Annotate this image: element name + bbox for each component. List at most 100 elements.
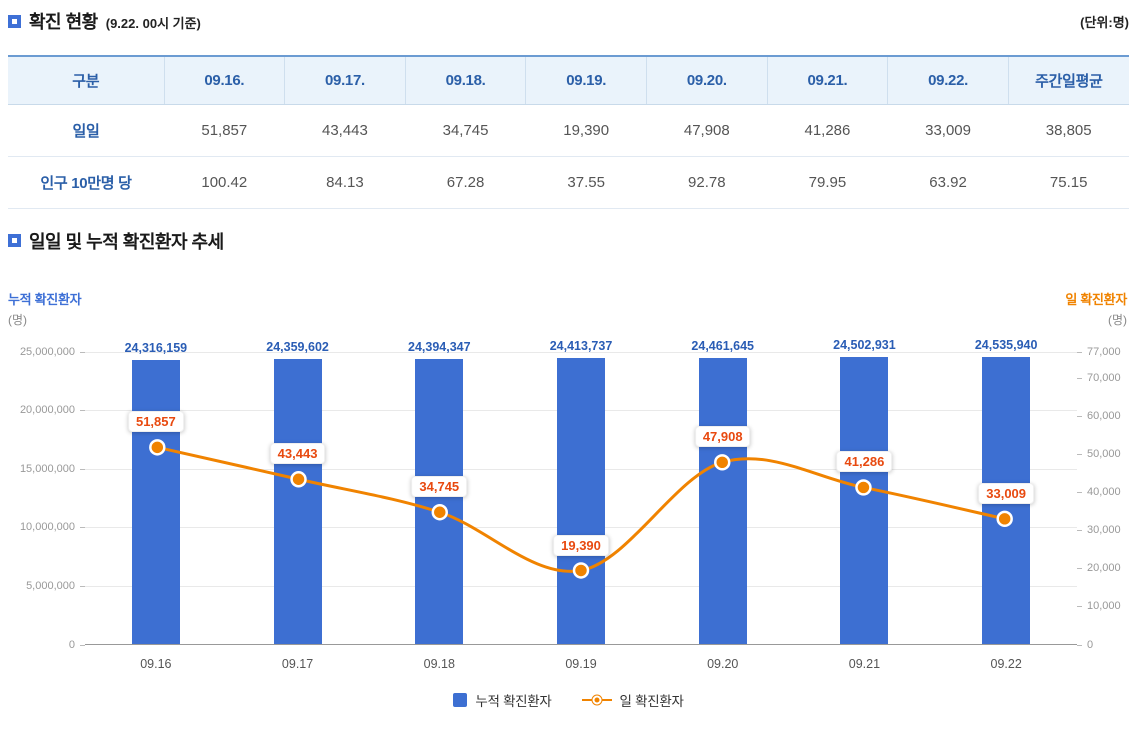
column-header: 09.20. [646, 56, 768, 105]
column-header: 구분 [8, 56, 164, 105]
x-axis-label: 09.21 [848, 656, 881, 671]
table-cell: 37.55 [525, 156, 647, 209]
cumulative-bar [698, 357, 747, 645]
confirmed-cases-table: 구분 09.16. 09.17. 09.18. 09.19. 09.20. 09.21. 09… [8, 55, 1129, 209]
x-axis-label: 09.18 [423, 656, 455, 671]
right-axis-unit: (명) [1107, 312, 1127, 327]
left-axis-tick-label: 5,000,000 [26, 579, 75, 592]
left-axis-tick-label: 25,000,000 [19, 345, 75, 358]
right-axis-title: 일 확진환자 [1065, 291, 1127, 307]
right-axis-tick-label: 77,000 [1087, 345, 1121, 358]
column-header: 09.17. [284, 56, 406, 105]
daily-point-marker [290, 470, 307, 487]
right-axis-tick-label: 10,000 [1087, 600, 1121, 613]
left-axis-tick-label: 20,000,000 [19, 404, 75, 417]
table-cell: 100.42 [164, 156, 285, 209]
column-header: 09.18. [404, 56, 526, 105]
legend-item-daily: 일 확진환자 [581, 690, 684, 710]
chart-legend: 누적 확진환자 일 확진환자 [0, 690, 1137, 710]
cumulative-bar-label: 24,535,940 [974, 337, 1038, 352]
right-axis-tick-label: 70,000 [1087, 372, 1121, 385]
legend-label-daily: 일 확진환자 [619, 693, 684, 709]
section1-title-text: 확진 현황 [29, 12, 98, 32]
section1-subtitle: (9.22. 00시 기준) [105, 16, 201, 31]
x-axis-label: 09.22 [990, 656, 1022, 671]
daily-point-label: 47,908 [694, 426, 751, 448]
column-header: 09.22. [887, 56, 1009, 105]
table-header-row: 구분 09.16. 09.17. 09.18. 09.19. 09.20. 09.21. 09… [8, 56, 1129, 105]
column-header: 09.19. [525, 56, 647, 105]
daily-point-marker [431, 503, 448, 520]
table-cell: 75.15 [1008, 156, 1129, 209]
table-cell: 47,908 [646, 104, 768, 157]
cumulative-bar [273, 359, 322, 645]
left-axis-tick [80, 585, 85, 587]
cumulative-bar [840, 357, 889, 645]
x-axis-label: 09.20 [707, 656, 739, 671]
right-axis-tick [1077, 492, 1082, 494]
table-cell: 67.28 [405, 156, 526, 209]
table-cell: 34,745 [405, 104, 526, 157]
left-axis-tick-label: 15,000,000 [19, 462, 75, 475]
daily-point-marker [572, 561, 590, 579]
cumulative-bar [415, 358, 464, 645]
row-label: 일일 [8, 104, 164, 157]
daily-point-label: 43,443 [269, 443, 326, 465]
left-axis-tick [80, 410, 85, 412]
daily-point-marker [996, 510, 1013, 527]
right-axis-tick-label: 50,000 [1087, 448, 1121, 461]
x-axis-label: 09.16 [140, 656, 172, 671]
right-axis-tick [1077, 454, 1082, 456]
right-axis-tick-label: 20,000 [1087, 562, 1121, 575]
left-axis-title: 누적 확진환자 [8, 291, 82, 307]
x-axis-label: 09.19 [565, 656, 597, 671]
left-axis-tick [80, 644, 85, 646]
legend-label-cumulative: 누적 확진환자 [475, 693, 552, 709]
daily-point-label: 51,857 [127, 411, 184, 433]
section2-title: 일일 및 누적 확진환자 추세 [8, 229, 1129, 253]
cumulative-bar-label: 24,461,645 [691, 338, 754, 353]
right-axis-tick [1077, 644, 1082, 646]
table-cell: 33,009 [887, 104, 1009, 157]
section2-title-text: 일일 및 누적 확진환자 추세 [29, 231, 224, 252]
right-axis-tick [1077, 378, 1082, 380]
daily-point-label: 34,745 [411, 476, 468, 498]
table-cell: 43,443 [284, 104, 406, 157]
cumulative-bar-label: 24,413,737 [549, 339, 613, 354]
right-axis-tick-label: 0 [1087, 638, 1094, 651]
square-bullet-icon [8, 14, 21, 28]
column-header: 주간일평균 [1007, 56, 1129, 105]
legend-line-swatch-icon [581, 693, 612, 707]
legend-bar-swatch-icon [453, 692, 468, 707]
cumulative-bar-label: 24,359,602 [266, 340, 329, 355]
daily-point-marker [149, 438, 166, 456]
cumulative-bar-label: 24,394,347 [408, 339, 471, 354]
cumulative-bar-label: 24,316,159 [124, 340, 188, 355]
trend-chart: 누적 확진환자 (명) 일 확진환자 (명) 0 5,000,000 10,000,… [0, 253, 1137, 731]
left-axis-unit: (명) [8, 312, 28, 327]
right-axis-tick-label: 60,000 [1087, 410, 1121, 423]
table-cell: 41,286 [767, 104, 888, 157]
left-axis-tick [80, 351, 85, 353]
table-cell: 92.78 [646, 156, 768, 209]
table-cell: 19,390 [525, 104, 647, 157]
legend-item-cumulative: 누적 확진환자 [453, 690, 552, 710]
daily-point-marker [714, 453, 731, 471]
cumulative-bar-label: 24,502,931 [833, 338, 896, 353]
left-axis-tick-label: 10,000,000 [19, 521, 75, 534]
table-row: 일일 51,857 43,443 34,745 19,390 47,908 41,286 33… [8, 104, 1129, 157]
left-axis-tick [80, 468, 85, 470]
right-axis-header: 일 확진환자 (명) [1065, 289, 1127, 328]
left-axis-tick [80, 527, 85, 529]
table-cell: 63.92 [887, 156, 1009, 209]
row-label: 인구 10만명 당 [8, 156, 164, 209]
unit-label: (단위:명) [1080, 14, 1129, 30]
column-header: 09.21. [766, 56, 888, 105]
left-axis-tick-label: 0 [68, 638, 75, 651]
table-cell: 51,857 [164, 104, 285, 157]
table-cell: 38,805 [1008, 104, 1129, 157]
plot-area: 0 5,000,000 10,000,000 15,000,000 20,000,000… [20, 338, 1121, 671]
table-row: 인구 10만명 당 100.42 84.13 67.28 37.55 92.78 79.95… [8, 156, 1129, 209]
cumulative-bar [557, 358, 605, 645]
right-axis-tick [1077, 568, 1082, 570]
